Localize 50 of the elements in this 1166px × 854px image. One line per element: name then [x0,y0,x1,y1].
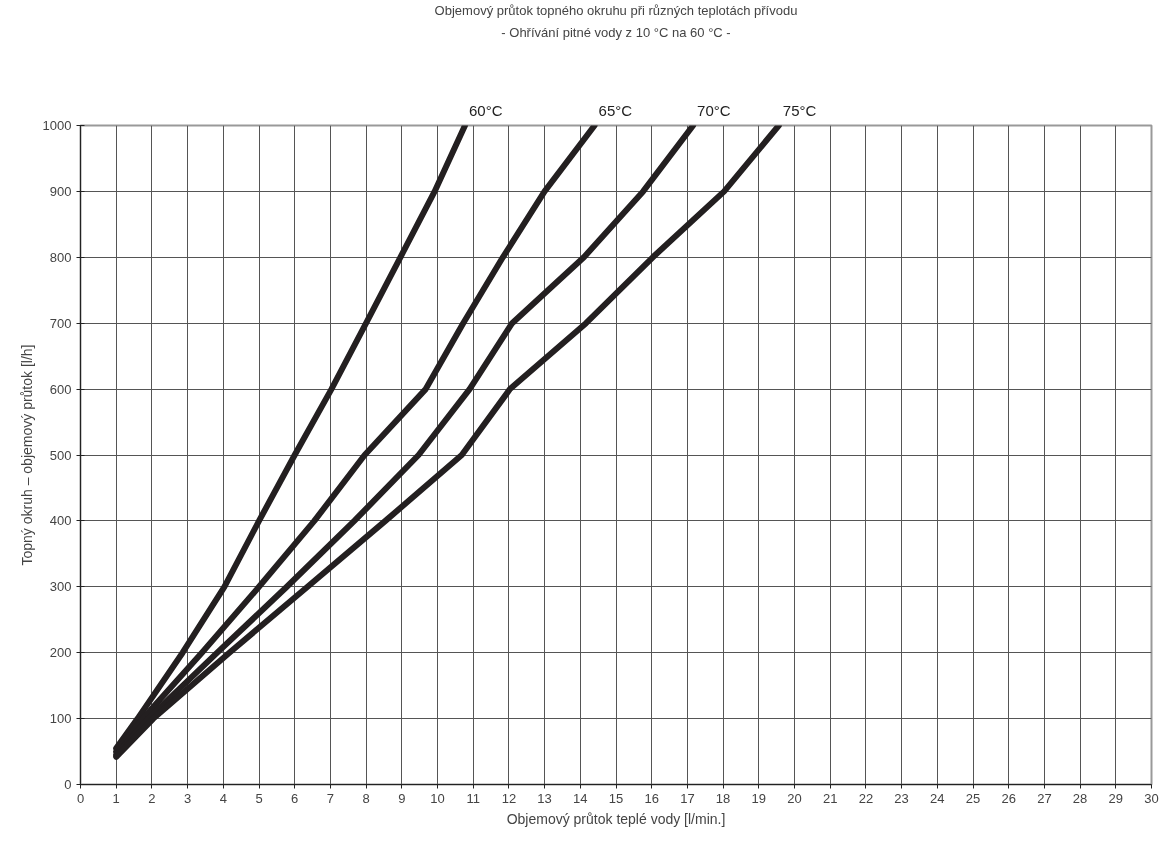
y-tick-label: 100 [49,711,72,727]
x-tick-label: 2 [148,790,156,806]
y-tick-label: 400 [49,513,72,529]
y-axis-title: Topný okruh – objemový průtok [l/h] [18,344,35,566]
y-tick-label: 900 [49,183,72,199]
x-axis-title: Objemový průtok teplé vody [l/min.] [506,810,726,827]
x-tick-label: 11 [466,790,480,806]
x-tick-label: 29 [1108,790,1124,806]
x-tick-label: 28 [1072,790,1088,806]
x-tick-label: 25 [965,790,981,806]
x-tick-label: 6 [291,790,299,806]
y-tick-label: 300 [49,579,72,595]
x-tick-label: 21 [822,790,838,806]
series-label: 75°C [782,101,817,119]
x-tick-label: 19 [751,790,767,806]
x-tick-label: 5 [255,790,263,806]
series-label: 65°C [598,101,633,119]
x-tick-label: 23 [894,790,909,806]
x-tick-label: 4 [219,790,227,806]
x-tick-label: 22 [858,790,874,806]
x-tick-label: 24 [930,790,945,806]
series-label: 70°C [697,101,731,119]
x-tick-label: 9 [398,790,406,806]
x-tick-label: 13 [537,790,552,806]
y-tick-label: 200 [49,645,72,661]
y-tick-label: 0 [64,777,72,792]
x-tick-label: 10 [430,790,445,806]
x-tick-label: 30 [1144,790,1159,806]
x-tick-label: 7 [326,790,335,806]
y-tick-label: 700 [49,315,72,331]
y-tick-label: 500 [49,447,72,463]
x-tick-label: 20 [787,790,802,806]
x-tick-label: 1 [112,790,120,806]
x-tick-label: 15 [608,790,624,806]
y-tick-label: 800 [49,249,72,265]
chart-title: Objemový průtok topného okruhu při různých teplotách přívodu [434,2,798,18]
x-tick-label: 14 [573,790,588,806]
x-tick-label: 18 [715,790,731,806]
x-tick-label: 27 [1037,790,1052,806]
x-tick-label: 26 [1001,790,1016,806]
x-tick-label: 12 [501,790,517,806]
x-tick-label: 17 [680,790,695,806]
x-tick-label: 8 [362,790,370,806]
series-label: 60°C [468,101,503,119]
x-tick-label: 3 [183,790,192,806]
y-tick-label: 1000 [42,118,72,133]
chart-subtitle: - Ohřívání pitné vody z 10 °C na 60 °C - [501,24,731,40]
x-tick-label: 16 [644,790,659,806]
x-tick-label: 0 [76,790,85,806]
y-tick-label: 600 [49,381,72,397]
